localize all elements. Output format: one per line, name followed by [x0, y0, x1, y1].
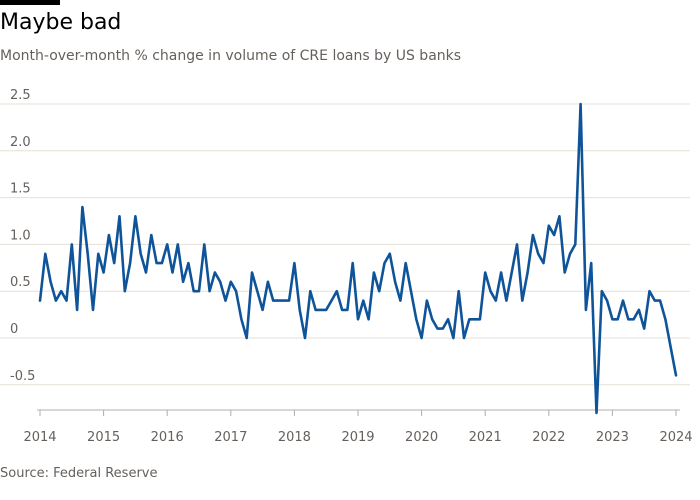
x-tick-label: 2016 [151, 430, 184, 445]
y-tick-label: -0.5 [10, 369, 35, 384]
brand-bar [0, 0, 60, 5]
y-tick-label: 1.5 [10, 182, 31, 197]
x-tick-label: 2014 [23, 430, 56, 445]
chart-subtitle: Month-over-month % change in volume of C… [0, 48, 462, 64]
x-tick-label: 2022 [532, 430, 565, 445]
y-tick-label: 2.5 [10, 88, 31, 103]
y-tick-label: 0.5 [10, 275, 31, 290]
x-tick-label: 2017 [214, 430, 247, 445]
series-line [38, 102, 678, 415]
x-tick-label: 2021 [469, 430, 502, 445]
y-tick-label: 1.0 [10, 228, 31, 243]
x-tick-label: 2019 [341, 430, 374, 445]
x-tick-label: 2018 [278, 430, 311, 445]
chart-title: Maybe bad [0, 10, 122, 35]
x-tick-label: 2015 [87, 430, 120, 445]
source-note: Source: Federal Reserve [0, 466, 158, 481]
x-tick-label: 2023 [596, 430, 629, 445]
x-tick-label: 2024 [659, 430, 692, 445]
y-tick-label: 0 [10, 322, 18, 337]
x-tick-label: 2020 [405, 430, 438, 445]
y-tick-label: 2.0 [10, 135, 31, 150]
